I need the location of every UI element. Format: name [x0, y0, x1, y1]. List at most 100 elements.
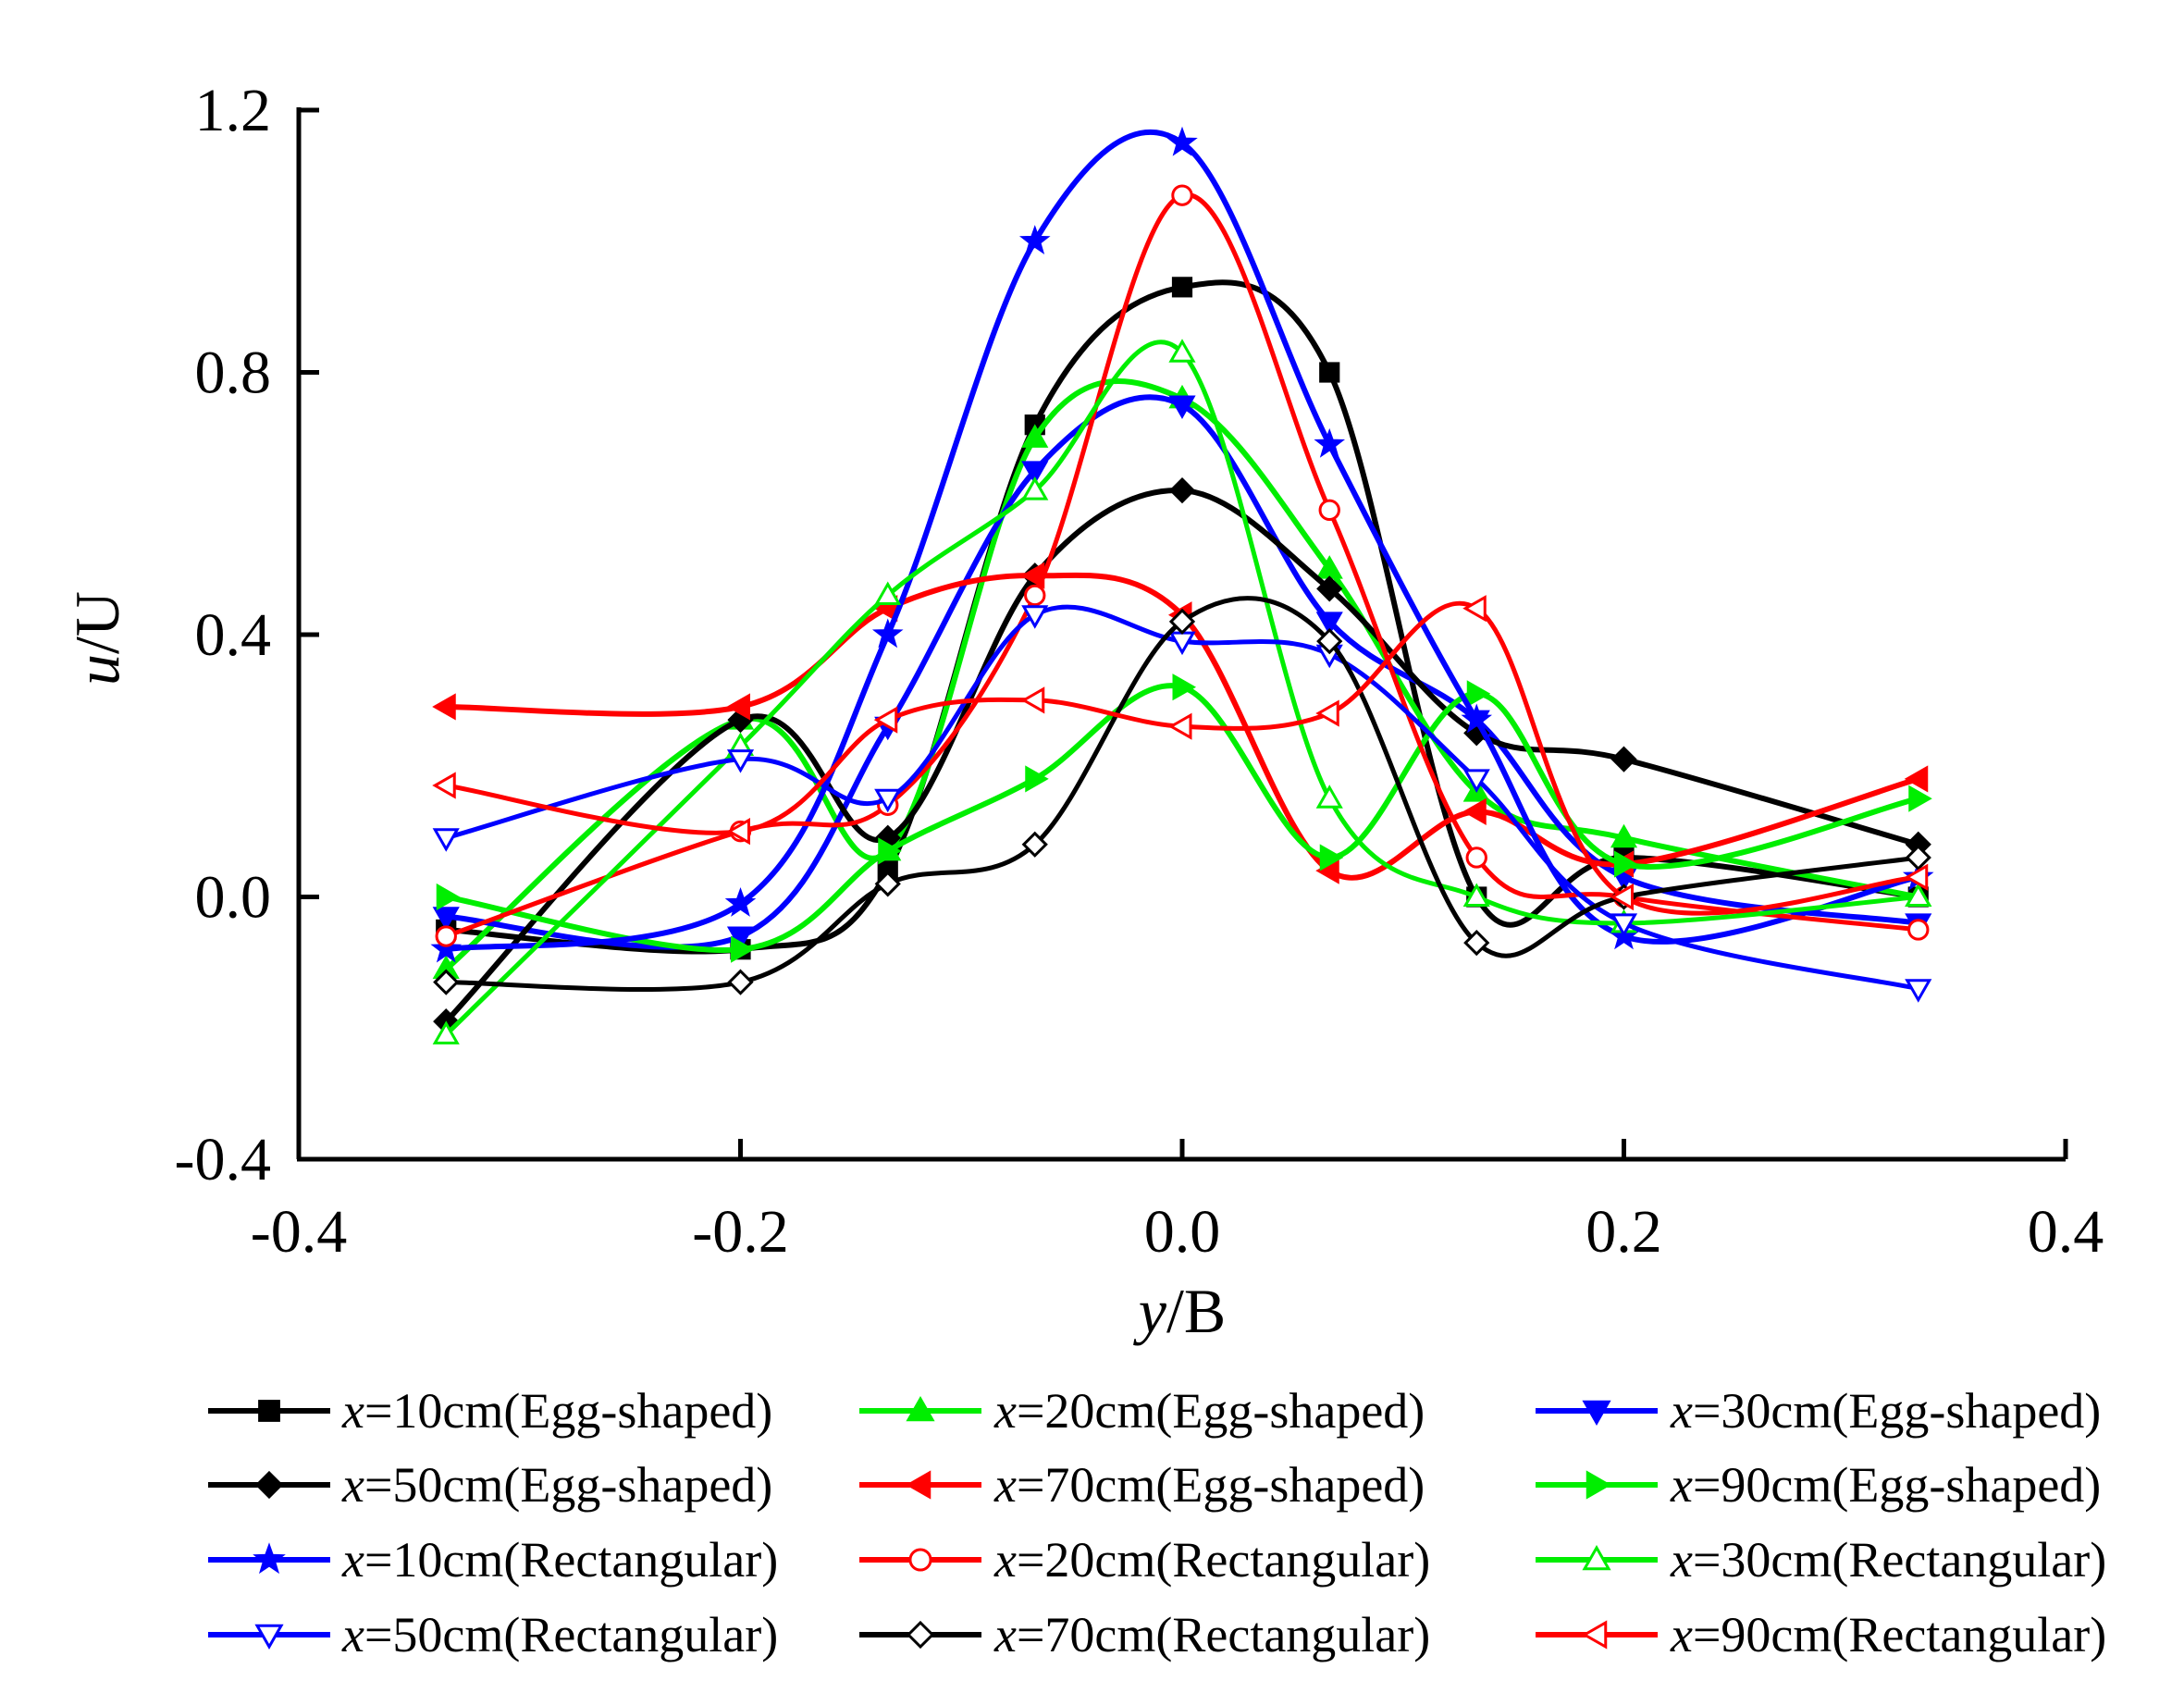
x-tick-label: 0.2: [1586, 1198, 1662, 1266]
legend-label: x=30cm(Rectangular): [1670, 1532, 2106, 1588]
series-6: [436, 673, 1932, 963]
data-point-circle: [1171, 184, 1193, 206]
legend-label: x=20cm(Rectangular): [993, 1532, 1430, 1588]
y-tick-label: 0.4: [195, 601, 272, 669]
data-point-triangle-up: [1462, 883, 1490, 907]
data-point-triangle-right: [1586, 1470, 1612, 1500]
data-point-triangle-right: [1466, 680, 1491, 708]
y-axis-label: u/U: [62, 591, 132, 686]
legend-label: x=50cm(Egg-shaped): [341, 1457, 772, 1513]
legend-item: x=10cm(Rectangular): [208, 1532, 778, 1588]
legend-item: x=70cm(Rectangular): [859, 1607, 1430, 1662]
data-point-triangle-left: [1904, 863, 1929, 891]
data-point-diamond: [727, 969, 754, 995]
data-point-triangle-down: [1021, 605, 1049, 629]
data-point-diamond: [874, 871, 901, 897]
legend-label: x=50cm(Rectangular): [341, 1607, 778, 1662]
data-point-triangle-left: [432, 693, 456, 721]
series-8: [435, 184, 1930, 947]
data-point-triangle-down: [1610, 913, 1638, 937]
data-point-triangle-up: [432, 1020, 460, 1044]
data-point-star: [1166, 126, 1198, 156]
x-tick-label: -0.2: [692, 1198, 788, 1266]
data-point-circle: [1318, 499, 1340, 522]
data-point-circle: [1024, 584, 1046, 607]
series-7: [430, 126, 1934, 963]
legend: x=10cm(Egg-shaped) x=20cm(Egg-shaped) x=30…: [208, 1383, 2106, 1662]
data-point-star: [1018, 225, 1051, 255]
legend-label: x=90cm(Egg-shaped): [1670, 1457, 2101, 1513]
data-point-triangle-left: [1904, 765, 1929, 793]
data-point-triangle-down: [874, 788, 902, 813]
data-point-diamond: [1021, 831, 1048, 858]
legend-item: x=70cm(Egg-shaped): [859, 1457, 1425, 1513]
data-point-triangle-left: [1020, 686, 1045, 714]
data-point-triangle-left: [1610, 883, 1634, 911]
axes: -0.4 0.0 0.4 0.8 1.2 -0.4 -0.2 0.0 0.2 0.4: [175, 77, 2104, 1266]
x-axis-label: y/B: [1133, 1276, 1226, 1346]
series-line: [446, 596, 1919, 993]
data-point-triangle-down: [432, 828, 460, 852]
data-point-diamond: [1610, 746, 1637, 772]
data-point-triangle-up: [906, 1395, 935, 1422]
data-point-triangle-left: [726, 693, 750, 721]
legend-label: x=10cm(Rectangular): [341, 1532, 778, 1588]
data-point-triangle-up: [1168, 339, 1196, 363]
data-point-circle: [435, 925, 457, 947]
legend-item: x=20cm(Egg-shaped): [859, 1383, 1425, 1439]
series-10: [432, 604, 1932, 1003]
series-line: [445, 130, 1919, 953]
data-point-circle: [1907, 919, 1930, 941]
data-point-triangle-up: [1905, 883, 1932, 907]
data-point-triangle-up: [1582, 1544, 1611, 1571]
legend-label: x=20cm(Egg-shaped): [993, 1383, 1425, 1439]
data-point-triangle-right: [1319, 844, 1344, 871]
data-point-diamond: [254, 1470, 284, 1500]
data-point-square: [1319, 362, 1340, 383]
data-point-triangle-down: [1315, 612, 1343, 636]
legend-item: x=20cm(Rectangular): [859, 1532, 1430, 1588]
data-point-star: [724, 886, 757, 917]
data-point-triangle-right: [1025, 765, 1049, 793]
data-point-star: [1461, 703, 1493, 734]
legend-item: x=90cm(Rectangular): [1536, 1607, 2106, 1662]
series-line: [445, 683, 1919, 953]
data-point-triangle-left: [432, 772, 456, 799]
data-point-diamond: [1463, 929, 1490, 957]
legend-item: x=10cm(Egg-shaped): [208, 1383, 772, 1439]
data-point-diamond: [433, 969, 460, 995]
y-tick-label: 0.0: [195, 864, 272, 932]
legend-item: x=30cm(Rectangular): [1536, 1532, 2106, 1588]
data-point-triangle-right: [731, 935, 755, 963]
data-point-square: [258, 1400, 280, 1422]
legend-label: x=10cm(Egg-shaped): [341, 1383, 772, 1439]
legend-item: x=90cm(Egg-shaped): [1536, 1457, 2101, 1513]
legend-item: x=50cm(Egg-shaped): [208, 1457, 772, 1513]
series-line: [444, 488, 1919, 1024]
data-point-diamond: [1168, 608, 1196, 635]
data-point-triangle-down: [726, 749, 755, 773]
data-point-triangle-left: [1462, 797, 1487, 825]
data-point-circle: [908, 1548, 932, 1572]
series-line: [444, 378, 1919, 971]
data-point-triangle-down: [432, 907, 460, 931]
data-point-triangle-down: [726, 926, 755, 951]
data-point-triangle-left: [1315, 699, 1339, 727]
data-point-triangle-down: [1168, 395, 1196, 419]
data-point-triangle-up: [1315, 785, 1343, 809]
data-point-circle: [1465, 846, 1487, 869]
data-point-triangle-left: [1581, 1620, 1608, 1650]
series-line: [446, 572, 1919, 881]
data-point-triangle-left: [1167, 712, 1192, 740]
series-12: [432, 595, 1929, 916]
series-line: [445, 192, 1919, 939]
data-point-diamond: [906, 1620, 935, 1650]
x-tick-label: -0.4: [251, 1198, 347, 1266]
data-point-triangle-right: [436, 883, 461, 911]
plot-lines: [430, 126, 1934, 1044]
data-point-star: [430, 933, 463, 963]
data-point-triangle-down: [1582, 1400, 1611, 1427]
y-tick-label: 1.2: [195, 77, 272, 144]
data-point-diamond: [1316, 627, 1343, 655]
